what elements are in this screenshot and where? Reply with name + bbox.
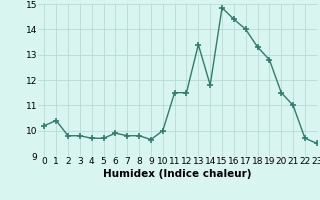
X-axis label: Humidex (Indice chaleur): Humidex (Indice chaleur) (103, 169, 252, 179)
